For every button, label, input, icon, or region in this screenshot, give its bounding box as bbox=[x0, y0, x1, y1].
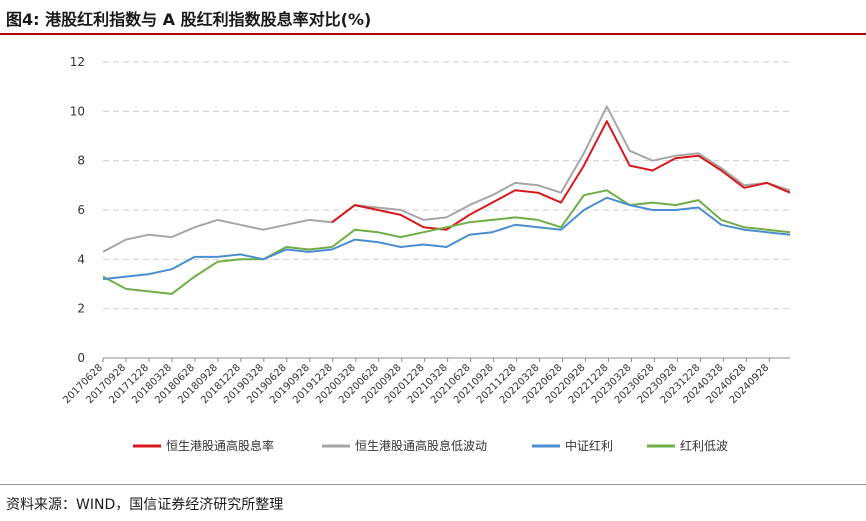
series-line-0 bbox=[331, 120, 791, 231]
y-tick-label: 10 bbox=[70, 104, 85, 118]
legend: 恒生港股通高股息率 恒生港股通高股息低波动 中证红利 红利低波 bbox=[133, 438, 728, 453]
series-line-3 bbox=[102, 189, 791, 295]
chart-title: 图4: 港股红利指数与 A 股红利指数股息率对比(%) bbox=[6, 10, 372, 29]
source-note: 资料来源：WIND，国信证券经济研究所整理 bbox=[6, 497, 284, 513]
legend-label: 红利低波 bbox=[680, 438, 728, 453]
y-tick-label: 2 bbox=[77, 302, 85, 316]
y-tick-label: 0 bbox=[77, 351, 85, 365]
legend-label: 恒生港股通高股息率 bbox=[166, 438, 274, 453]
series-line-1 bbox=[102, 105, 791, 253]
footer-divider bbox=[0, 484, 866, 485]
y-tick-label: 6 bbox=[77, 203, 85, 217]
y-axis: 0 2 4 6 8 10 12 bbox=[70, 55, 85, 365]
title-underline bbox=[0, 33, 866, 35]
series-line-2 bbox=[102, 196, 791, 281]
y-tick-label: 4 bbox=[77, 252, 85, 266]
y-tick-label: 12 bbox=[70, 55, 85, 69]
series-lines bbox=[102, 105, 791, 295]
legend-label: 中证红利 bbox=[565, 438, 613, 453]
gridlines bbox=[103, 61, 790, 310]
legend-label: 恒生港股通高股息低波动 bbox=[355, 438, 487, 453]
x-axis: 2017062820170928201712282018032820180628… bbox=[61, 357, 790, 406]
y-tick-label: 8 bbox=[77, 154, 85, 168]
